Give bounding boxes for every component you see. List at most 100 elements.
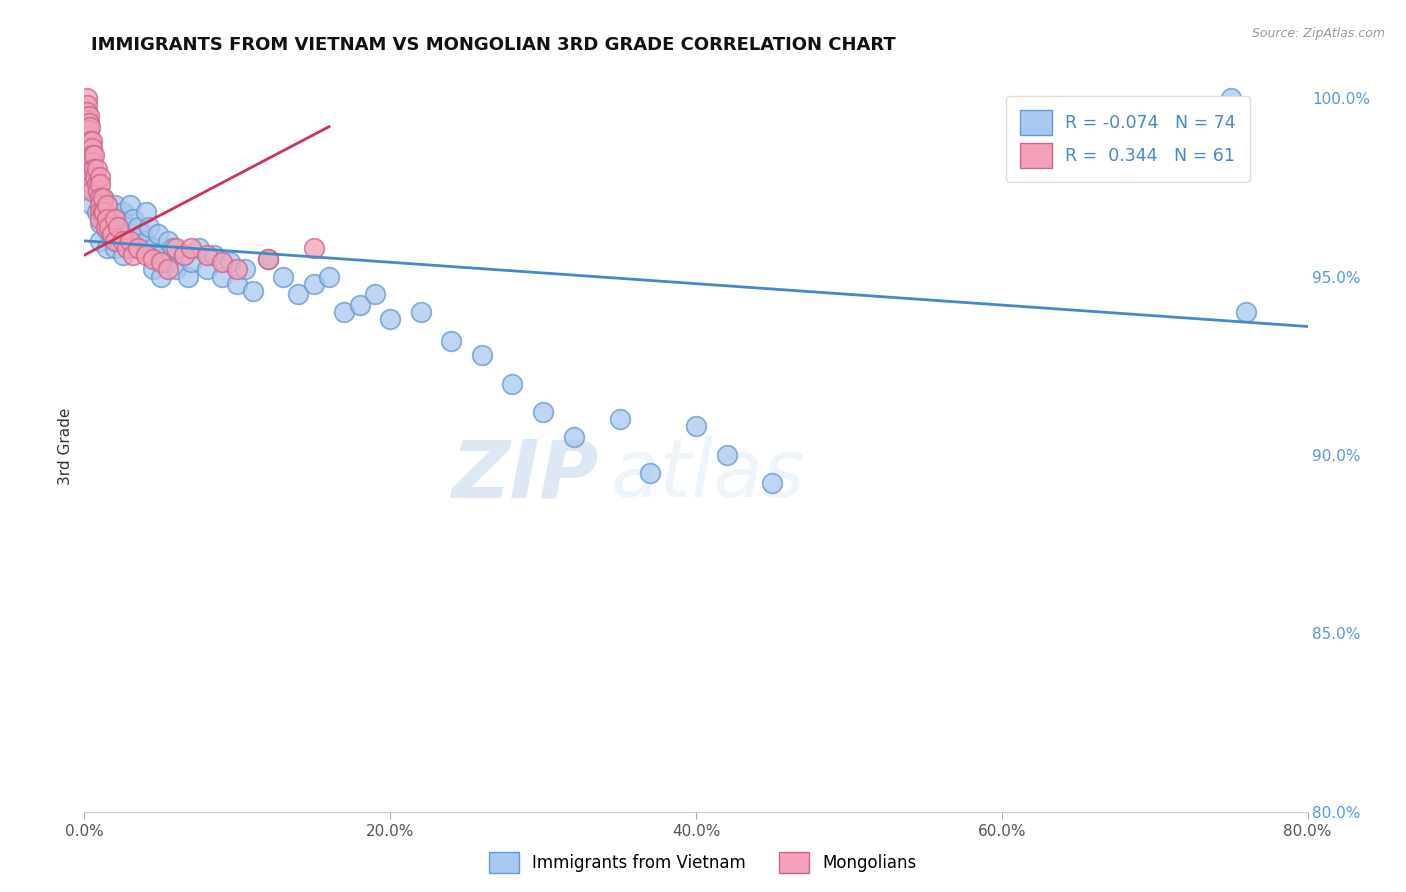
- Point: [562, 430, 585, 444]
- Point: [104, 212, 127, 227]
- Point: [79, 120, 101, 134]
- Point: [89, 198, 111, 212]
- Point: [188, 241, 211, 255]
- Point: [177, 269, 200, 284]
- Point: [80, 169, 103, 184]
- Point: [96, 223, 118, 237]
- Point: [716, 448, 738, 462]
- Point: [87, 184, 110, 198]
- Text: IMMIGRANTS FROM VIETNAM VS MONGOLIAN 3RD GRADE CORRELATION CHART: IMMIGRANTS FROM VIETNAM VS MONGOLIAN 3RD…: [91, 36, 896, 54]
- Point: [86, 177, 108, 191]
- Point: [149, 255, 172, 269]
- Point: [120, 227, 142, 241]
- Point: [107, 212, 129, 227]
- Y-axis label: 3rd Grade: 3rd Grade: [58, 408, 73, 484]
- Point: [80, 198, 103, 212]
- Point: [96, 198, 118, 212]
- Point: [138, 219, 160, 234]
- Text: atlas: atlas: [610, 436, 806, 515]
- Point: [96, 212, 118, 227]
- Point: [91, 191, 114, 205]
- Point: [89, 191, 111, 205]
- Point: [120, 234, 142, 248]
- Point: [86, 205, 108, 219]
- Point: [685, 419, 707, 434]
- Point: [165, 262, 187, 277]
- Point: [76, 105, 98, 120]
- Point: [83, 148, 105, 162]
- Point: [91, 205, 114, 219]
- Point: [89, 191, 111, 205]
- Point: [531, 405, 554, 419]
- Text: Source: ZipAtlas.com: Source: ZipAtlas.com: [1251, 27, 1385, 40]
- Point: [111, 248, 134, 262]
- Point: [157, 262, 180, 277]
- Point: [76, 91, 98, 105]
- Point: [104, 219, 127, 234]
- Point: [115, 219, 138, 234]
- Point: [101, 205, 124, 219]
- Point: [211, 269, 233, 284]
- Point: [86, 162, 108, 177]
- Point: [1220, 91, 1243, 105]
- Point: [101, 227, 124, 241]
- Point: [173, 248, 195, 262]
- Point: [122, 248, 145, 262]
- Point: [173, 248, 195, 262]
- Point: [80, 180, 103, 194]
- Point: [80, 148, 103, 162]
- Point: [157, 255, 180, 269]
- Legend: Immigrants from Vietnam, Mongolians: Immigrants from Vietnam, Mongolians: [482, 846, 924, 880]
- Point: [380, 312, 402, 326]
- Point: [142, 262, 165, 277]
- Point: [115, 241, 138, 255]
- Point: [318, 269, 340, 284]
- Point: [242, 284, 264, 298]
- Point: [107, 234, 129, 248]
- Point: [135, 248, 157, 262]
- Point: [609, 412, 631, 426]
- Point: [165, 241, 187, 255]
- Point: [76, 98, 98, 112]
- Point: [122, 234, 145, 248]
- Point: [471, 348, 494, 362]
- Text: ZIP: ZIP: [451, 436, 598, 515]
- Point: [111, 205, 134, 219]
- Point: [195, 262, 218, 277]
- Point: [89, 205, 111, 219]
- Point: [149, 248, 172, 262]
- Point: [104, 198, 127, 212]
- Point: [76, 112, 98, 127]
- Point: [91, 212, 114, 227]
- Point: [80, 177, 103, 191]
- Point: [127, 241, 149, 255]
- Point: [89, 212, 111, 227]
- Point: [195, 248, 218, 262]
- Point: [302, 277, 325, 291]
- Point: [638, 466, 661, 480]
- Point: [93, 205, 115, 219]
- Point: [157, 234, 180, 248]
- Point: [120, 198, 142, 212]
- Point: [257, 252, 280, 266]
- Point: [180, 255, 202, 269]
- Point: [77, 123, 100, 137]
- Point: [80, 141, 103, 155]
- Point: [131, 227, 153, 241]
- Point: [271, 269, 294, 284]
- Point: [149, 269, 172, 284]
- Point: [1236, 305, 1258, 319]
- Point: [440, 334, 463, 348]
- Point: [77, 116, 100, 130]
- Point: [180, 241, 202, 255]
- Point: [146, 227, 169, 241]
- Point: [211, 255, 233, 269]
- Point: [96, 241, 118, 255]
- Point: [80, 184, 103, 198]
- Point: [349, 298, 371, 312]
- Point: [127, 241, 149, 255]
- Point: [287, 287, 309, 301]
- Point: [226, 277, 249, 291]
- Point: [135, 234, 157, 248]
- Point: [333, 305, 356, 319]
